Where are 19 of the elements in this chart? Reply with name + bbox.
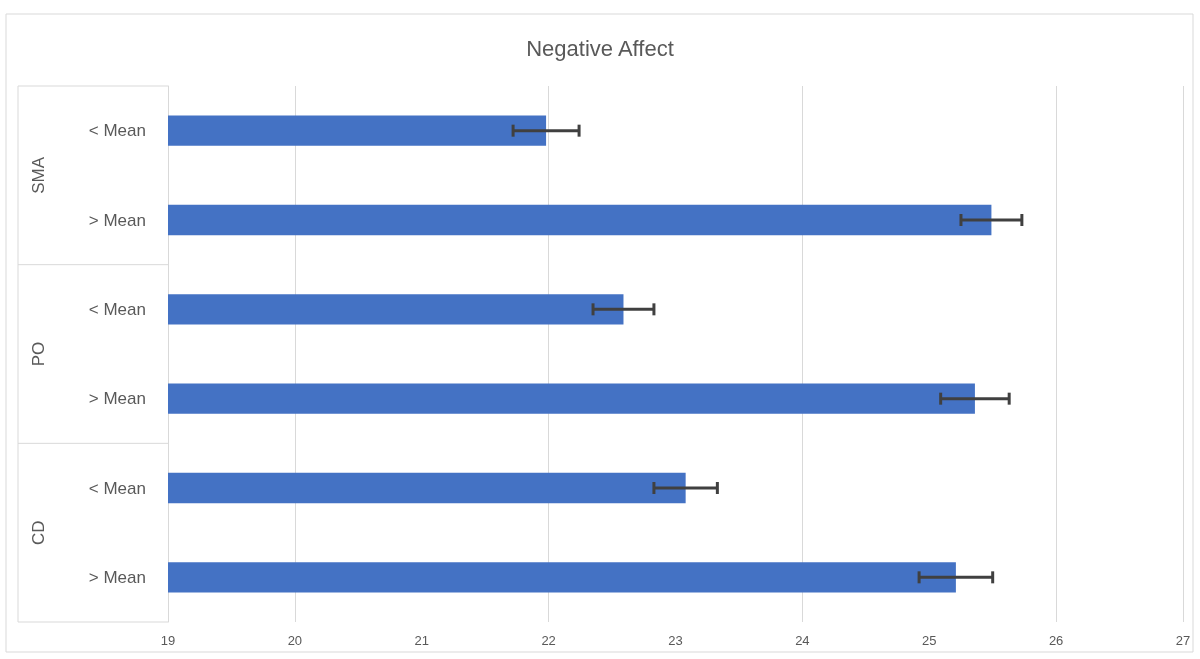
x-tick-label: 19 xyxy=(160,633,176,648)
y-tick-label: < Mean xyxy=(88,121,146,141)
x-tick-label: 21 xyxy=(414,633,429,648)
text: CD xyxy=(28,520,48,545)
text: PO xyxy=(28,341,48,367)
x-tick-label: 24 xyxy=(795,633,810,648)
x-tick-label: 25 xyxy=(922,633,937,648)
y-tick-label: > Mean xyxy=(88,210,146,230)
y-tick-label: > Mean xyxy=(88,389,146,409)
y-tick-label: > Mean xyxy=(88,567,146,587)
y-tick-label: < Mean xyxy=(88,478,146,498)
x-tick-label: 26 xyxy=(1048,633,1064,648)
x-tick-label: 23 xyxy=(668,633,683,648)
chart-title: Negative Affect xyxy=(526,35,674,61)
y-tick-label: < Mean xyxy=(88,299,146,319)
x-tick-label: 27 xyxy=(1175,633,1191,648)
text: SMA xyxy=(28,156,48,194)
x-tick-label: 20 xyxy=(287,633,303,648)
x-tick-label: 22 xyxy=(541,633,556,648)
